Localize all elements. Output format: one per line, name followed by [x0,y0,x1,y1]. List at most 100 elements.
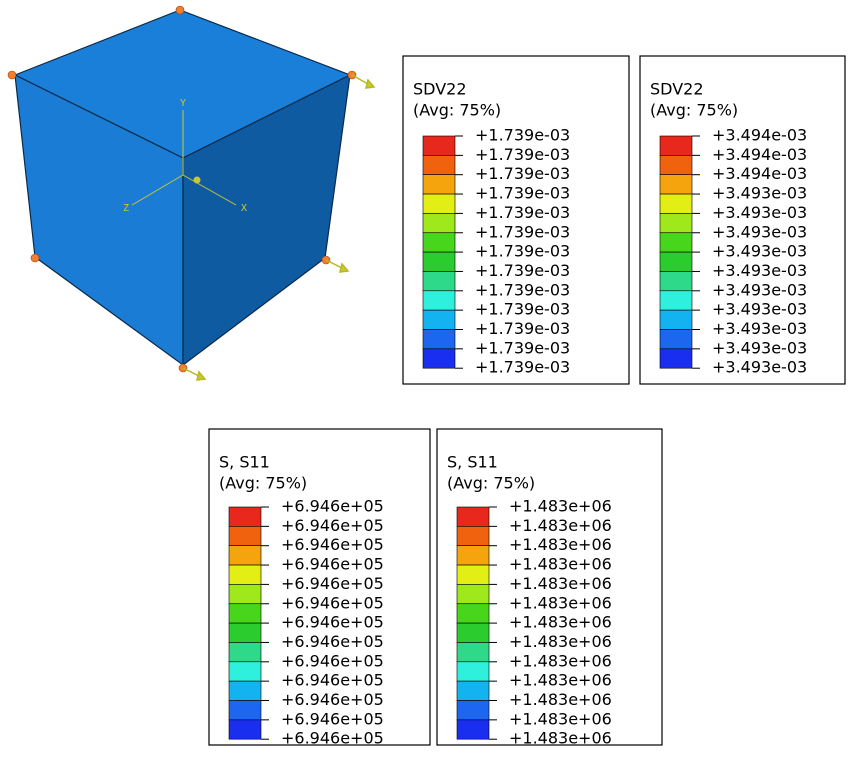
arrow-head [197,372,205,380]
legend-label: +1.739e-03 [475,319,570,338]
color-band [457,565,489,584]
color-band [457,662,489,681]
legend-subtitle: (Avg: 75%) [447,474,535,493]
color-band [457,701,489,720]
color-band [229,565,261,584]
color-band [660,252,692,271]
legend-label: +1.483e+06 [509,671,612,690]
legend-label: +1.483e+06 [509,516,612,535]
legend-label: +1.483e+06 [509,613,612,632]
legend-label: +1.483e+06 [509,593,612,612]
legend-label: +3.493e-03 [712,184,807,203]
legend-title: S, S11 [219,453,270,472]
legend-subtitle: (Avg: 75%) [413,101,501,120]
legend-label: +3.494e-03 [712,145,807,164]
legend-label: +1.739e-03 [475,300,570,319]
color-band [229,584,261,603]
legend-label: +1.483e+06 [509,555,612,574]
legend-label: +3.494e-03 [712,164,807,183]
constraint [8,71,16,79]
color-band [660,310,692,329]
legend-title: SDV22 [413,80,467,99]
arrow [352,75,368,84]
color-band [660,136,692,155]
legend-title: SDV22 [650,80,704,99]
legend-label: +3.493e-03 [712,358,807,377]
arrow [326,260,342,268]
legend-label: +3.494e-03 [712,126,807,145]
legend-label: +3.493e-03 [712,242,807,261]
color-band [457,584,489,603]
color-band [457,642,489,661]
color-band [423,310,455,329]
color-band [660,194,692,213]
color-band [457,526,489,545]
color-band [229,642,261,661]
color-band [660,213,692,232]
constraint [31,254,39,262]
legend-label: +1.739e-03 [475,222,570,241]
legend-label: +3.493e-03 [712,222,807,241]
color-band [660,175,692,194]
color-band [457,681,489,700]
legend-subtitle: (Avg: 75%) [219,474,307,493]
legend-label: +1.483e+06 [509,535,612,554]
legend-label: +1.483e+06 [509,690,612,709]
legend-label: +6.946e+05 [281,516,384,535]
legend-label: +3.493e-03 [712,338,807,357]
legend-label: +1.483e+06 [509,632,612,651]
color-band [457,623,489,642]
color-band [423,291,455,310]
page: {"triad": {"y": "Y", "z": "Z", "x": "X"}… [0,0,856,759]
legend-label: +6.946e+05 [281,690,384,709]
color-band [660,271,692,290]
color-band [229,623,261,642]
constraint [176,6,184,14]
legend-label: +1.739e-03 [475,358,570,377]
cube [15,10,350,365]
color-band [229,604,261,623]
color-band [229,662,261,681]
color-band [457,546,489,565]
legend-label: +1.483e+06 [509,709,612,728]
arrow [183,368,199,376]
color-band [229,507,261,526]
legend-label: +1.739e-03 [475,242,570,261]
viewport: Y Z X SDV22(Avg: 75%)+1.739e-03+1.739e-0… [0,0,856,759]
legend-label: +1.739e-03 [475,145,570,164]
color-band [457,507,489,526]
legend-label: +1.483e+06 [509,651,612,670]
color-band [660,155,692,174]
color-band [229,701,261,720]
arrow-head [340,264,348,272]
color-band [457,604,489,623]
color-band [660,349,692,368]
legend-label: +1.483e+06 [509,574,612,593]
triad-label: X [241,203,247,214]
legend-label: +1.483e+06 [509,729,612,748]
legend-label: +3.493e-03 [712,203,807,222]
color-band [660,330,692,349]
triad-label: Z [123,203,129,214]
legend-label: +1.739e-03 [475,203,570,222]
color-band [457,720,489,739]
legend-label: +1.483e+06 [509,497,612,516]
color-band [423,252,455,271]
legend-label: +6.946e+05 [281,729,384,748]
color-band [229,720,261,739]
arrow-head [366,80,374,88]
legend-label: +6.946e+05 [281,709,384,728]
legend-label: +3.493e-03 [712,280,807,299]
legend-title: S, S11 [447,453,498,472]
legend-label: +1.739e-03 [475,126,570,145]
legend-label: +6.946e+05 [281,632,384,651]
color-band [229,546,261,565]
color-band [229,681,261,700]
legend-label: +6.946e+05 [281,651,384,670]
color-band [423,213,455,232]
legend-label: +6.946e+05 [281,574,384,593]
color-band [423,330,455,349]
legend-label: +3.493e-03 [712,261,807,280]
legend-label: +3.493e-03 [712,300,807,319]
legend-label: +1.739e-03 [475,280,570,299]
